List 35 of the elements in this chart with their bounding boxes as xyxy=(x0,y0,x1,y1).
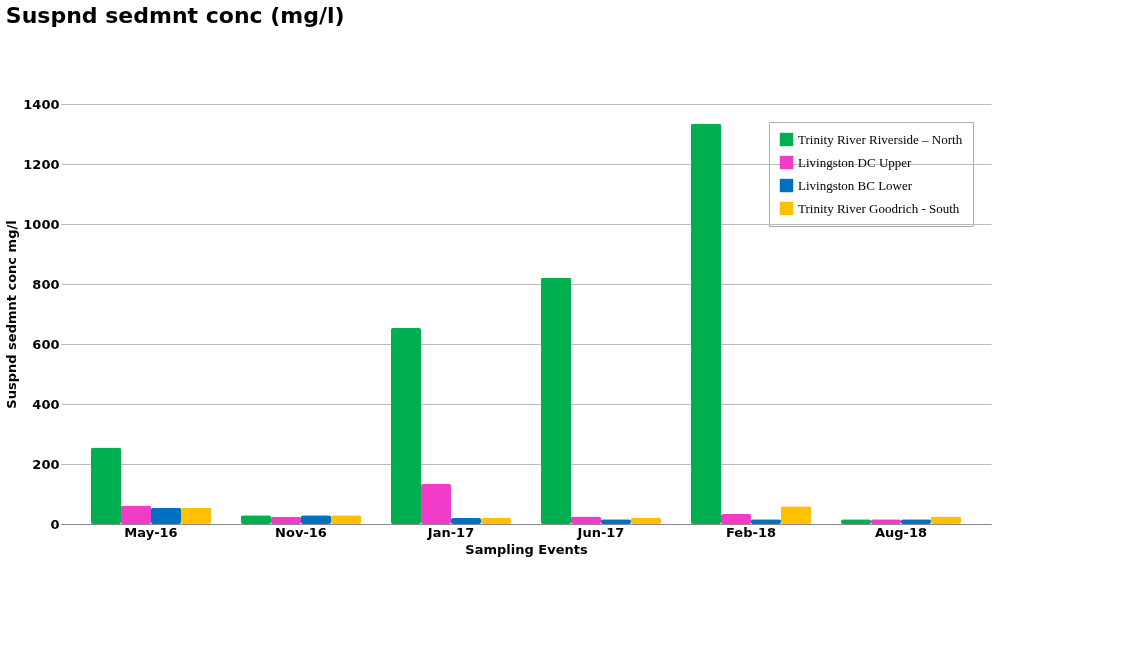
bar xyxy=(481,518,511,524)
y-tick-label: 0 xyxy=(50,516,60,532)
bar xyxy=(781,506,811,524)
x-tick-label: Feb-18 xyxy=(726,524,776,540)
bar xyxy=(271,516,301,524)
x-tick-label: May-16 xyxy=(124,524,178,540)
legend-label: Livingston BC Lower xyxy=(798,177,913,193)
bar xyxy=(91,447,121,524)
y-tick-label: 400 xyxy=(32,396,60,412)
bar xyxy=(451,518,481,524)
bar xyxy=(181,507,211,524)
y-tick-label: 800 xyxy=(32,276,60,292)
y-tick-label: 1200 xyxy=(23,156,60,172)
bar xyxy=(631,517,661,524)
bar xyxy=(721,514,751,524)
bar xyxy=(691,123,721,524)
x-tick-label: Jan-17 xyxy=(426,524,475,540)
chart-title: Suspnd sedmnt conc (mg/l) xyxy=(5,3,345,28)
bar xyxy=(541,277,571,524)
legend-label: Trinity River Riverside – North xyxy=(798,131,963,147)
x-tick-label: Aug-18 xyxy=(874,524,928,540)
y-tick-label: 1000 xyxy=(23,216,60,232)
bar xyxy=(391,328,421,524)
y-axis-title: Suspnd sedmnt conc mg/l xyxy=(4,220,20,409)
legend-label: Livingston DC Upper xyxy=(798,154,913,170)
y-tick-label: 600 xyxy=(32,336,60,352)
x-tick-label: Nov-16 xyxy=(275,524,327,540)
bar xyxy=(151,507,181,524)
legend-label: Trinity River Goodrich - South xyxy=(798,200,960,216)
x-tick-label: Jun-17 xyxy=(576,524,625,540)
y-tick-label: 200 xyxy=(32,456,60,472)
bar xyxy=(421,484,451,524)
bar xyxy=(121,505,151,524)
x-axis-title: Sampling Events xyxy=(465,541,588,557)
y-tick-label: 1400 xyxy=(23,96,60,112)
